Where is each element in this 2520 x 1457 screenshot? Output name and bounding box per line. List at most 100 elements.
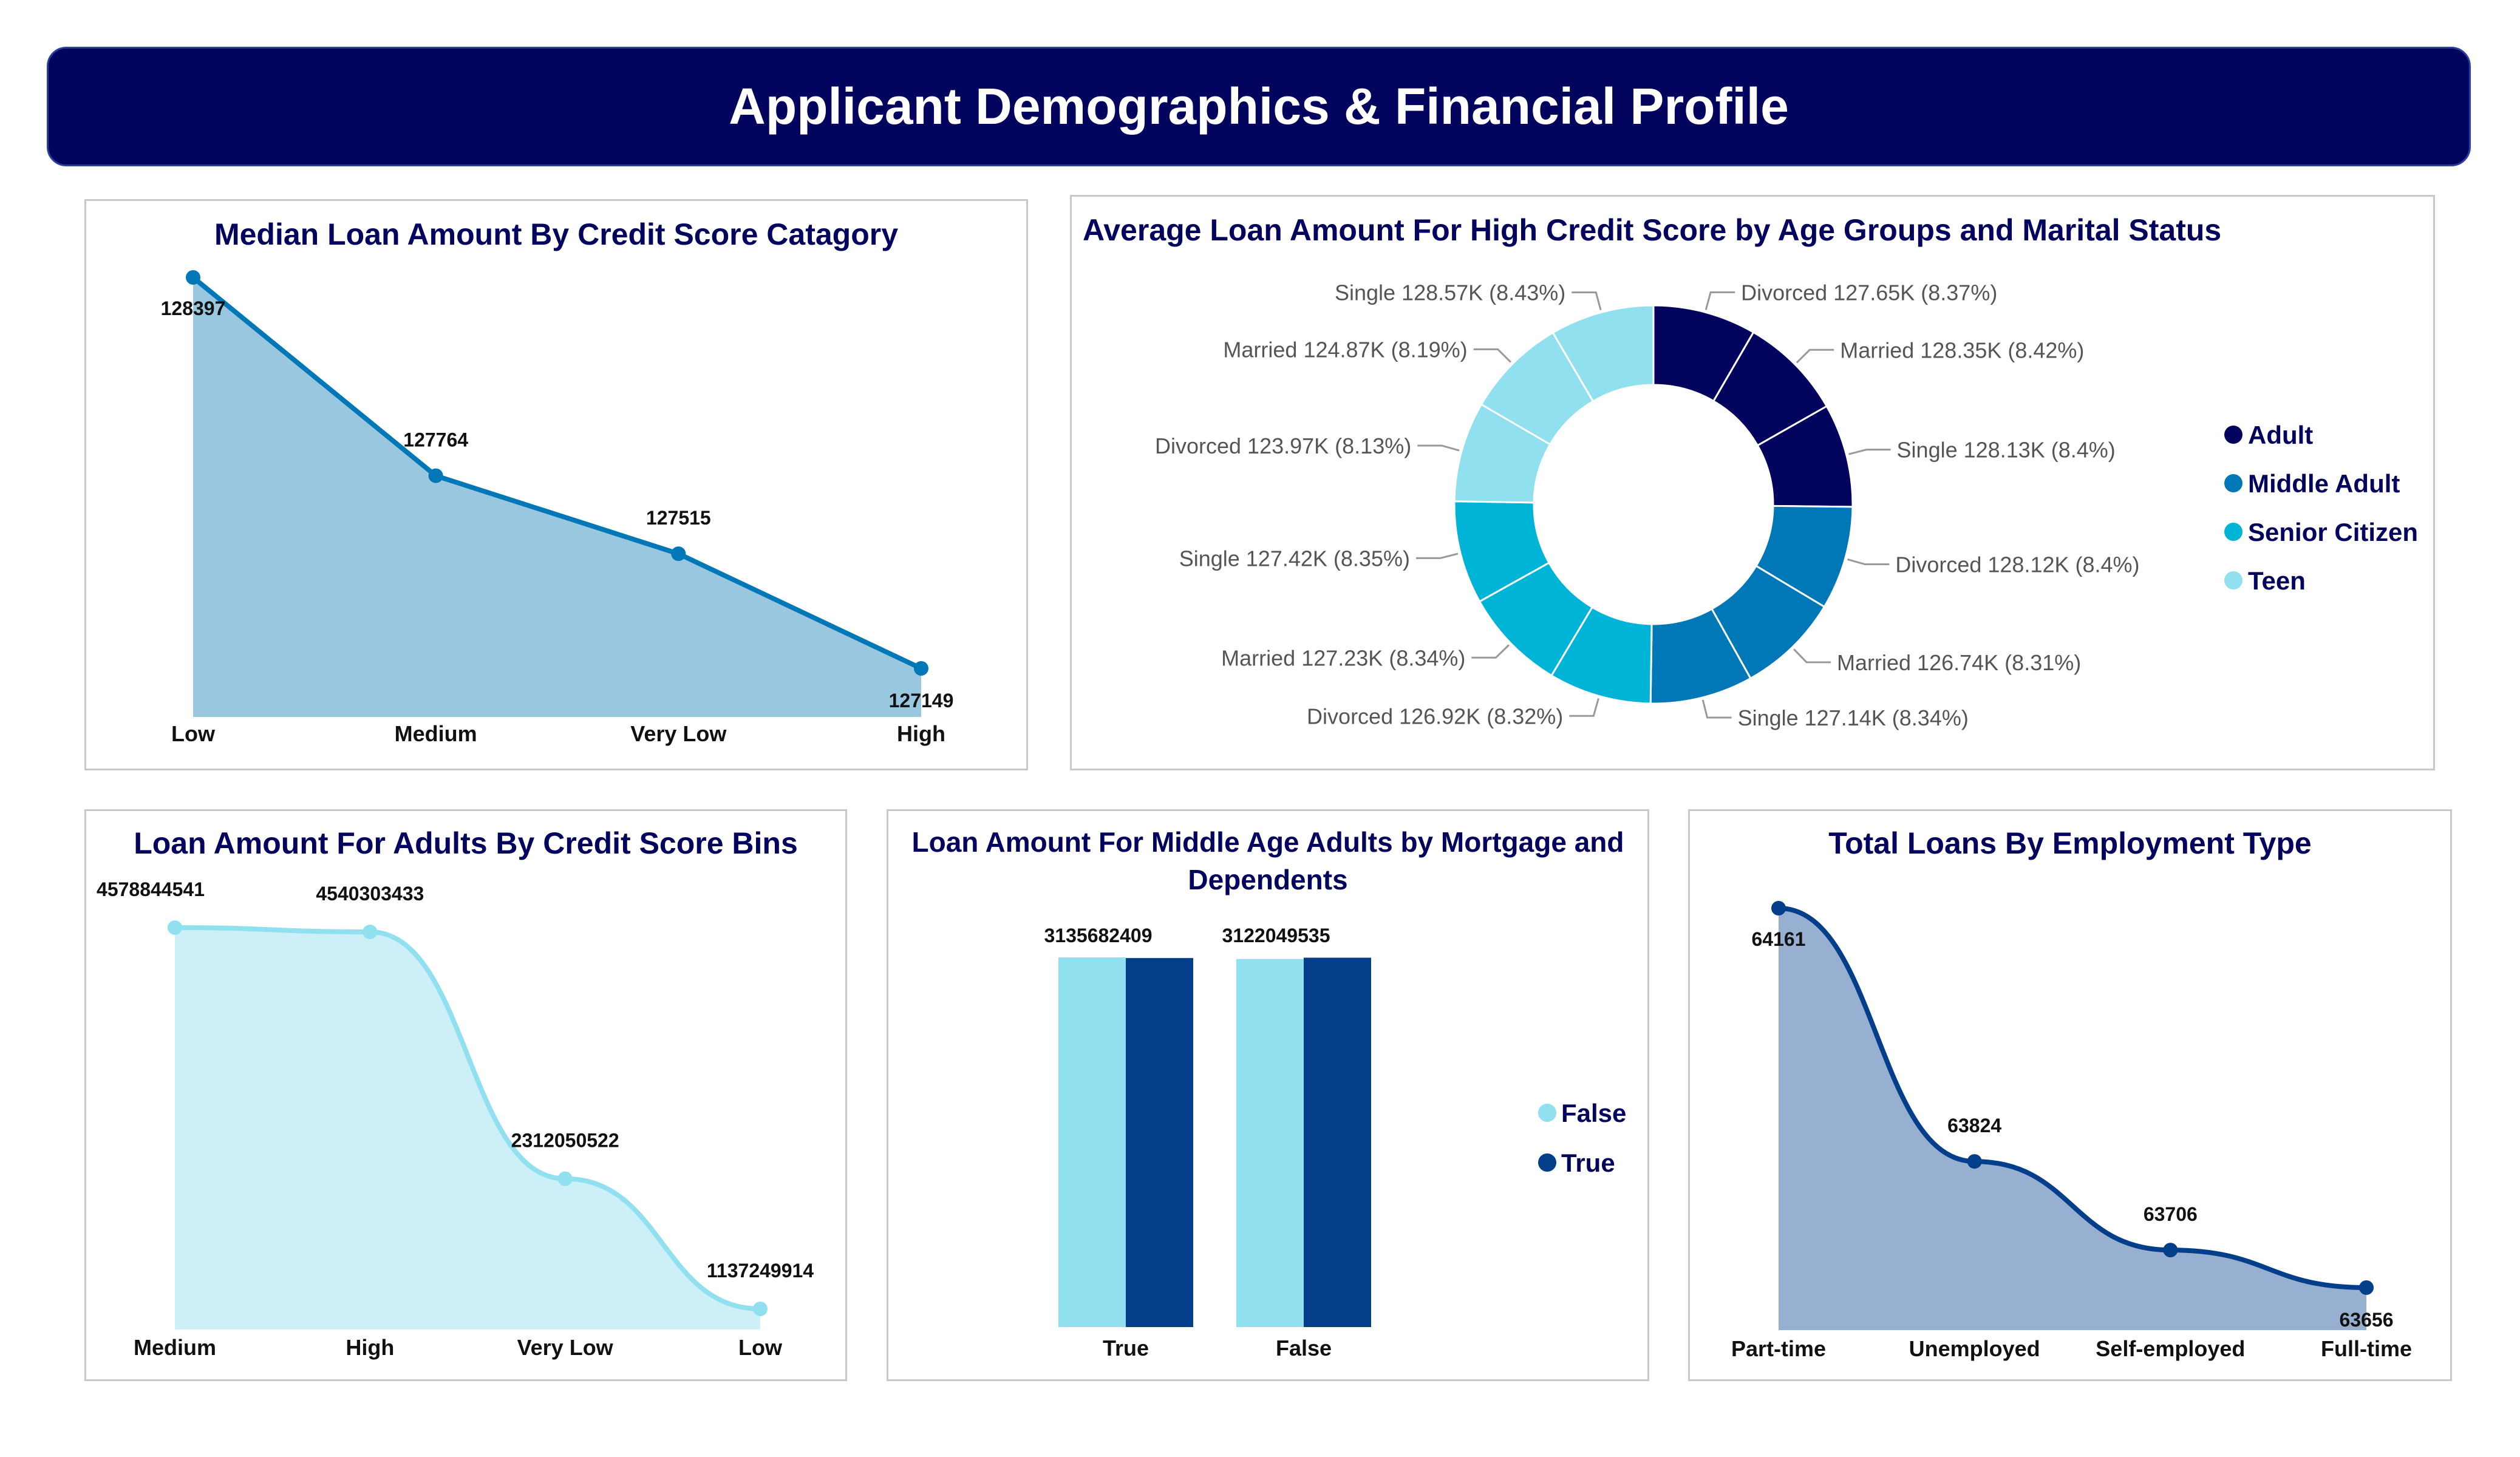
legend-label: Adult [2248, 421, 2313, 449]
dashboard-header: Applicant Demographics & Financial Profi… [47, 47, 2471, 166]
slice-label: Single 128.57K (8.43%) [1335, 280, 1565, 305]
data-label: 3122049535 [1222, 925, 1330, 946]
leader-line [1415, 552, 1459, 559]
legend-marker [2224, 523, 2242, 541]
slice-label: Married 124.87K (8.19%) [1223, 337, 1467, 362]
slice-label: Single 127.42K (8.35%) [1179, 546, 1410, 571]
area-fill [175, 928, 760, 1330]
leader-line [1793, 648, 1831, 664]
middle-age-bar-chart: 3135682409 True 3122049535 False False True [1044, 925, 1627, 1360]
category-label: Part-time [1731, 1336, 1826, 1361]
slice-label: Divorced 128.12K (8.4%) [1895, 552, 2139, 577]
leader-line [1848, 449, 1891, 455]
leader-line [1704, 291, 1735, 310]
category-label: High [897, 721, 945, 746]
adult-loan-area-chart: 4578844541 Medium 4540303433 High 2312050522… [97, 878, 814, 1360]
bar[interactable] [1058, 957, 1126, 1327]
leader-line [1569, 698, 1599, 717]
legend-marker [1538, 1104, 1556, 1122]
data-label: 127515 [646, 507, 711, 529]
slice-label: Married 126.74K (8.31%) [1837, 650, 2081, 675]
data-label: 4578844541 [97, 878, 205, 900]
dashboard-title: Applicant Demographics & Financial Profi… [729, 78, 1789, 135]
data-point[interactable] [1967, 1154, 1982, 1169]
leader-line [1701, 699, 1732, 719]
data-label: 1137249914 [707, 1260, 814, 1282]
leader-line [1796, 348, 1834, 364]
data-label: 127764 [403, 429, 468, 451]
chart-title: Total Loans By Employment Type [1828, 826, 2312, 860]
data-point[interactable] [428, 468, 443, 483]
category-label: Medium [134, 1335, 216, 1360]
slice-label: Divorced 126.92K (8.32%) [1307, 704, 1563, 728]
data-label: 63824 [1947, 1115, 2001, 1136]
donut-slice[interactable] [1551, 304, 1655, 403]
chart-title: Loan Amount For Adults By Credit Score B… [134, 826, 798, 860]
chart-title: Average Loan Amount For High Credit Scor… [1083, 213, 2222, 247]
legend-marker [1538, 1153, 1556, 1172]
legend-marker [2224, 426, 2242, 444]
data-label: 2312050522 [511, 1130, 619, 1152]
leader-line [1417, 444, 1460, 452]
leader-line [1473, 348, 1511, 363]
bar[interactable] [1304, 957, 1371, 1327]
legend-label: True [1561, 1149, 1615, 1177]
data-point[interactable] [168, 920, 182, 935]
category-label: Unemployed [1909, 1336, 2040, 1361]
bar[interactable] [1126, 958, 1193, 1327]
data-label: 127149 [889, 690, 954, 712]
slice-label: Divorced 127.65K (8.37%) [1741, 280, 1997, 305]
category-label: Self-employed [2096, 1336, 2245, 1361]
data-point[interactable] [914, 661, 928, 676]
data-point[interactable] [753, 1302, 768, 1316]
chart-title: Median Loan Amount By Credit Score Catag… [214, 217, 899, 251]
employment-loans-card: Total Loans By Employment Type 64161 Part… [1688, 809, 2452, 1381]
data-point[interactable] [1771, 901, 1786, 915]
category-label: Full-time [2321, 1336, 2412, 1361]
legend-marker [2224, 571, 2242, 589]
leader-line [1572, 291, 1602, 310]
data-point[interactable] [2359, 1280, 2374, 1295]
chart-title: Loan Amount For Middle Age Adults by Mor… [911, 826, 1624, 895]
middle-age-loan-card: Loan Amount For Middle Age Adults by Mor… [887, 809, 1649, 1381]
median-loan-card: Median Loan Amount By Credit Score Catag… [84, 199, 1028, 770]
avg-loan-donut-chart: Divorced 127.65K (8.37%) Married 128.35K … [1155, 280, 2418, 730]
data-point[interactable] [557, 1171, 573, 1186]
area-fill [1779, 908, 2366, 1330]
slice-label: Married 128.35K (8.42%) [1840, 338, 2084, 362]
leader-line [1471, 644, 1510, 659]
slice-label: Married 127.23K (8.34%) [1221, 645, 1465, 670]
adult-loan-card: Loan Amount For Adults By Credit Score B… [84, 809, 847, 1381]
legend-label: Middle Adult [2248, 469, 2400, 498]
median-loan-area-chart: 128397 Low 127764 Medium 127515 Very Low 12714… [161, 270, 954, 746]
category-label: Low [738, 1335, 783, 1360]
category-label: Very Low [630, 721, 727, 746]
category-label: Very Low [517, 1335, 614, 1360]
series-line [1778, 906, 2367, 1290]
data-label: 63706 [2144, 1203, 2198, 1225]
series-line [191, 275, 922, 671]
category-label: Medium [395, 721, 477, 746]
data-point[interactable] [671, 546, 686, 562]
data-label: 63656 [2340, 1309, 2394, 1331]
employment-area-chart: 64161 Part-time 63824 Unemployed 63706 Self-e… [1731, 901, 2412, 1361]
data-label: 64161 [1752, 928, 1806, 950]
category-label: False [1276, 1336, 1332, 1360]
data-point[interactable] [186, 270, 200, 285]
series-line [174, 925, 761, 1311]
legend-label: Teen [2248, 566, 2306, 595]
slice-label: Single 127.14K (8.34%) [1738, 705, 1969, 730]
legend-label: False [1561, 1099, 1626, 1127]
data-point[interactable] [363, 925, 378, 940]
data-label: 3135682409 [1044, 925, 1153, 946]
area-fill [193, 277, 921, 717]
category-label: High [346, 1335, 394, 1360]
bar[interactable] [1236, 959, 1304, 1327]
slice-label: Single 128.13K (8.4%) [1897, 438, 2116, 463]
data-label: 128397 [161, 297, 226, 319]
avg-loan-donut-card: Average Loan Amount For High Credit Scor… [1070, 195, 2435, 770]
slice-label: Divorced 123.97K (8.13%) [1155, 433, 1411, 458]
leader-line [1847, 558, 1890, 566]
data-label: 4540303433 [316, 883, 424, 905]
data-point[interactable] [2163, 1243, 2178, 1258]
